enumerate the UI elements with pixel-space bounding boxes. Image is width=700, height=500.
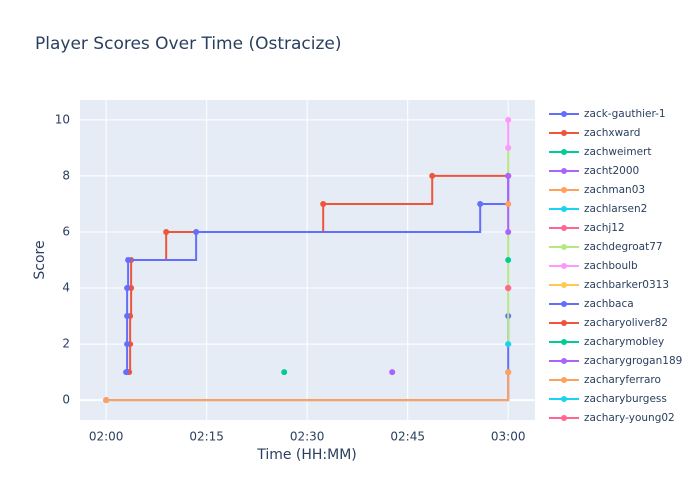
data-point [505, 369, 512, 376]
legend-marker [561, 130, 567, 136]
x-tick-label: 02:30 [290, 430, 325, 444]
legend-label: zachj12 [584, 222, 625, 234]
data-point [429, 172, 436, 179]
legend-marker [561, 301, 567, 307]
x-tick-label: 02:15 [189, 430, 224, 444]
data-point [163, 228, 170, 235]
legend-label: zacharyferraro [584, 374, 661, 386]
data-point [281, 369, 288, 376]
legend-label: zachdegroat77 [584, 241, 663, 253]
legend-label: zachbarker0313 [584, 279, 669, 291]
data-point [124, 341, 131, 348]
data-point [389, 369, 396, 376]
data-point [125, 257, 132, 263]
data-point [124, 313, 131, 320]
legend-marker [561, 377, 567, 383]
legend-marker [561, 111, 567, 117]
y-axis-title: Score [32, 240, 48, 279]
legend-label: zacharygrogan189 [584, 355, 682, 367]
legend-marker [561, 282, 567, 288]
data-point [123, 369, 130, 376]
legend-label: zachman03 [584, 184, 645, 196]
legend-label: zacharymobley [584, 336, 664, 348]
y-tick-label: 2 [62, 337, 70, 351]
y-tick-label: 0 [62, 393, 70, 407]
data-point [103, 397, 110, 404]
data-point [505, 228, 512, 235]
legend-marker [561, 149, 567, 155]
data-point [505, 341, 512, 348]
data-point [320, 200, 327, 207]
legend-marker [561, 225, 567, 231]
legend-marker [561, 358, 567, 364]
y-tick-label: 8 [62, 168, 70, 182]
x-tick-label: 02:00 [89, 430, 124, 444]
data-point [193, 228, 200, 235]
y-tick-label: 10 [55, 112, 70, 126]
legend-marker [561, 244, 567, 250]
legend-label: zachary-young02 [584, 412, 675, 424]
legend-label: zachweimert [584, 146, 651, 158]
legend-marker [561, 415, 567, 421]
legend-label: zachboulb [584, 260, 638, 272]
legend-marker [561, 396, 567, 402]
data-point [505, 200, 512, 207]
y-tick-label: 6 [62, 224, 70, 238]
legend-marker [561, 320, 567, 326]
legend-label: zacht2000 [584, 165, 639, 177]
x-axis-title: Time (HH:MM) [256, 447, 357, 463]
legend-marker [561, 339, 567, 345]
legend-label: zacharyburgess [584, 393, 667, 405]
legend-marker [561, 168, 567, 174]
marks [103, 116, 512, 404]
y-tick-label: 4 [62, 281, 70, 295]
legend-label: zachlarsen2 [584, 203, 647, 215]
legend-label: zachbaca [584, 298, 634, 310]
legend-marker [561, 263, 567, 269]
data-point [505, 285, 512, 292]
legend-label: zacharyoliver82 [584, 317, 668, 329]
legend: zack-gauthier-1 zachxward zachweimert zacht… [549, 108, 682, 424]
data-point [505, 257, 512, 263]
data-point [477, 200, 484, 207]
chart-title: Player Scores Over Time (Ostracize) [35, 34, 342, 54]
data-point [505, 172, 512, 179]
data-point [505, 144, 512, 151]
legend-label: zack-gauthier-1 [584, 108, 666, 120]
data-point [124, 285, 131, 292]
x-tick-label: 03:00 [491, 430, 526, 444]
legend-label: zachxward [584, 127, 640, 139]
legend-marker [561, 206, 567, 212]
x-tick-label: 02:45 [390, 430, 425, 444]
series-line [106, 372, 510, 402]
data-point [505, 116, 512, 123]
legend-marker [561, 187, 567, 193]
